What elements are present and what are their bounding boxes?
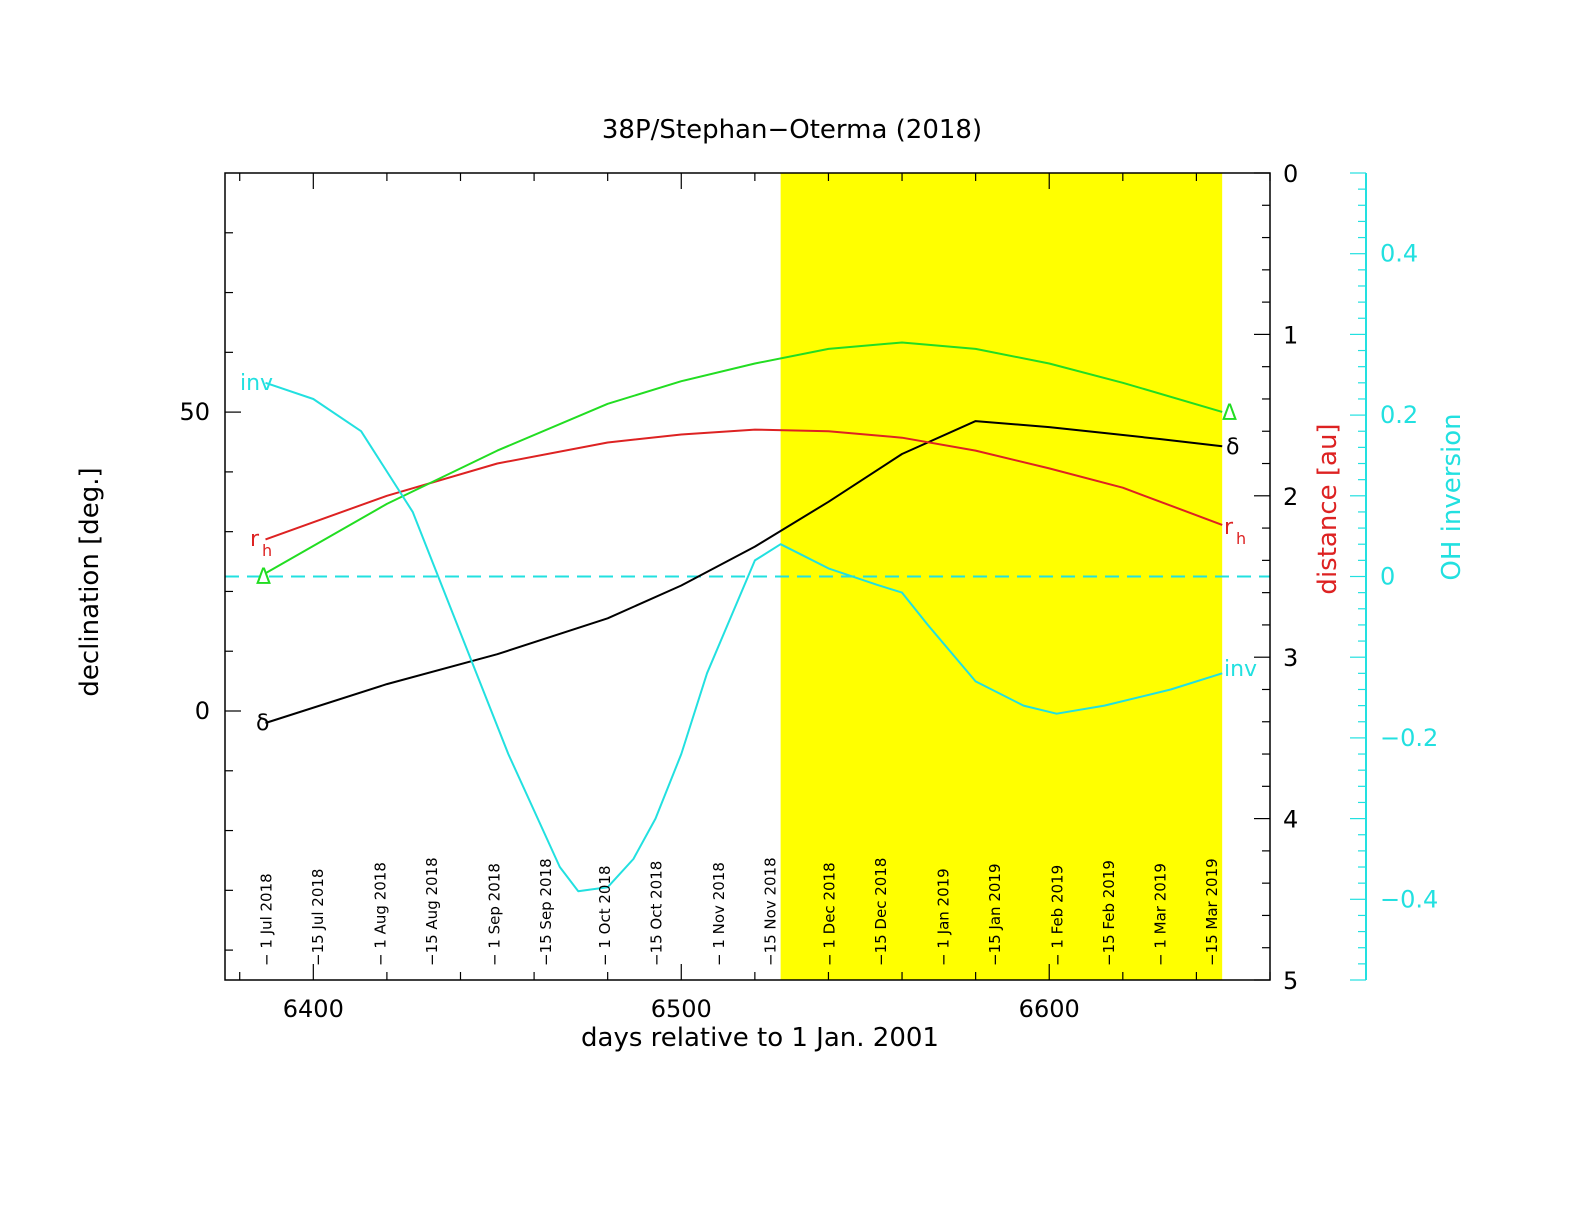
date-label: −15 Oct 2018 — [648, 861, 666, 966]
y-axis-label-oh-inversion: OH inversion — [1437, 413, 1467, 580]
y-tick-label-oh: 0.2 — [1380, 401, 1418, 429]
date-label: − 1 Jul 2018 — [258, 873, 276, 966]
date-label: − 1 Oct 2018 — [596, 865, 614, 966]
y-tick-label-oh: 0.4 — [1380, 240, 1418, 268]
x-tick-label: 6400 — [283, 995, 344, 1023]
y-axis-label-declination: declination [deg.] — [75, 467, 105, 696]
y-tick-label-distance: 3 — [1283, 644, 1298, 672]
inv-label-right: inv — [1224, 657, 1257, 682]
y-tick-label-distance: 0 — [1283, 160, 1298, 188]
Delta-label-left: Δ — [256, 565, 271, 590]
date-label: −15 Jan 2019 — [986, 864, 1004, 967]
delta-label-right: δ — [1226, 435, 1239, 460]
rh-label-right: r — [1224, 515, 1234, 540]
y-tick-label-oh: −0.2 — [1380, 724, 1438, 752]
date-label: − 1 Jan 2019 — [935, 868, 953, 966]
rh-label-left: r — [250, 527, 260, 552]
series-line-0 — [265, 420, 1223, 724]
Delta-label-right: Δ — [1222, 401, 1237, 426]
y-tick-label-oh: 0 — [1380, 563, 1395, 591]
date-label: −15 Sep 2018 — [537, 858, 555, 966]
date-label: −15 Jul 2018 — [309, 869, 327, 966]
delta-label-left: δ — [256, 711, 269, 736]
date-label: −15 Aug 2018 — [423, 857, 441, 966]
date-label: − 1 Aug 2018 — [372, 862, 390, 966]
y-tick-label-distance: 1 — [1283, 321, 1298, 349]
y-tick-label-distance: 5 — [1283, 967, 1298, 995]
date-label: −15 Mar 2019 — [1203, 858, 1221, 966]
series-line-3 — [265, 381, 1223, 893]
inv-label-left: inv — [240, 371, 273, 396]
date-label: − 1 Nov 2018 — [710, 862, 728, 966]
y-tick-label-oh: −0.4 — [1380, 885, 1438, 913]
y-tick-label-left: 50 — [179, 398, 210, 426]
plot-frame — [224, 172, 1271, 981]
x-tick-label: 6600 — [1019, 995, 1080, 1023]
series-line-1 — [265, 428, 1223, 541]
date-label: −15 Nov 2018 — [762, 857, 780, 966]
date-labels: − 1 Jul 2018 −15 Jul 2018 − 1 Aug 2018 −15 … — [258, 857, 1222, 966]
series-line-2 — [265, 341, 1223, 575]
x-tick-label: 6500 — [651, 995, 712, 1023]
date-label: −15 Dec 2018 — [872, 858, 890, 966]
date-label: − 1 Feb 2019 — [1049, 865, 1067, 966]
date-label: − 1 Dec 2018 — [821, 862, 839, 966]
series-layer — [265, 341, 1223, 893]
rh-label-right-subscript: h — [1236, 529, 1246, 548]
date-label: − 1 Mar 2019 — [1152, 863, 1170, 966]
y-tick-label-left: 0 — [195, 697, 210, 725]
date-label: − 1 Sep 2018 — [486, 863, 504, 966]
x-axis-label: days relative to 1 Jan. 2001 — [581, 1023, 939, 1053]
ticks-layer: 6400 6500 6600 0 50 0 1 2 3 4 5 −0.4 −0.2 0 0.2 0.4 — [179, 160, 1438, 1023]
rh-label-left-subscript: h — [262, 541, 272, 560]
y-axis-label-distance: distance [au] — [1313, 423, 1343, 594]
y-tick-label-distance: 4 — [1283, 806, 1298, 834]
chart-title: 38P/Stephan−Oterma (2018) — [602, 115, 982, 145]
y-tick-label-distance: 2 — [1283, 483, 1298, 511]
date-label: −15 Feb 2019 — [1100, 860, 1118, 966]
